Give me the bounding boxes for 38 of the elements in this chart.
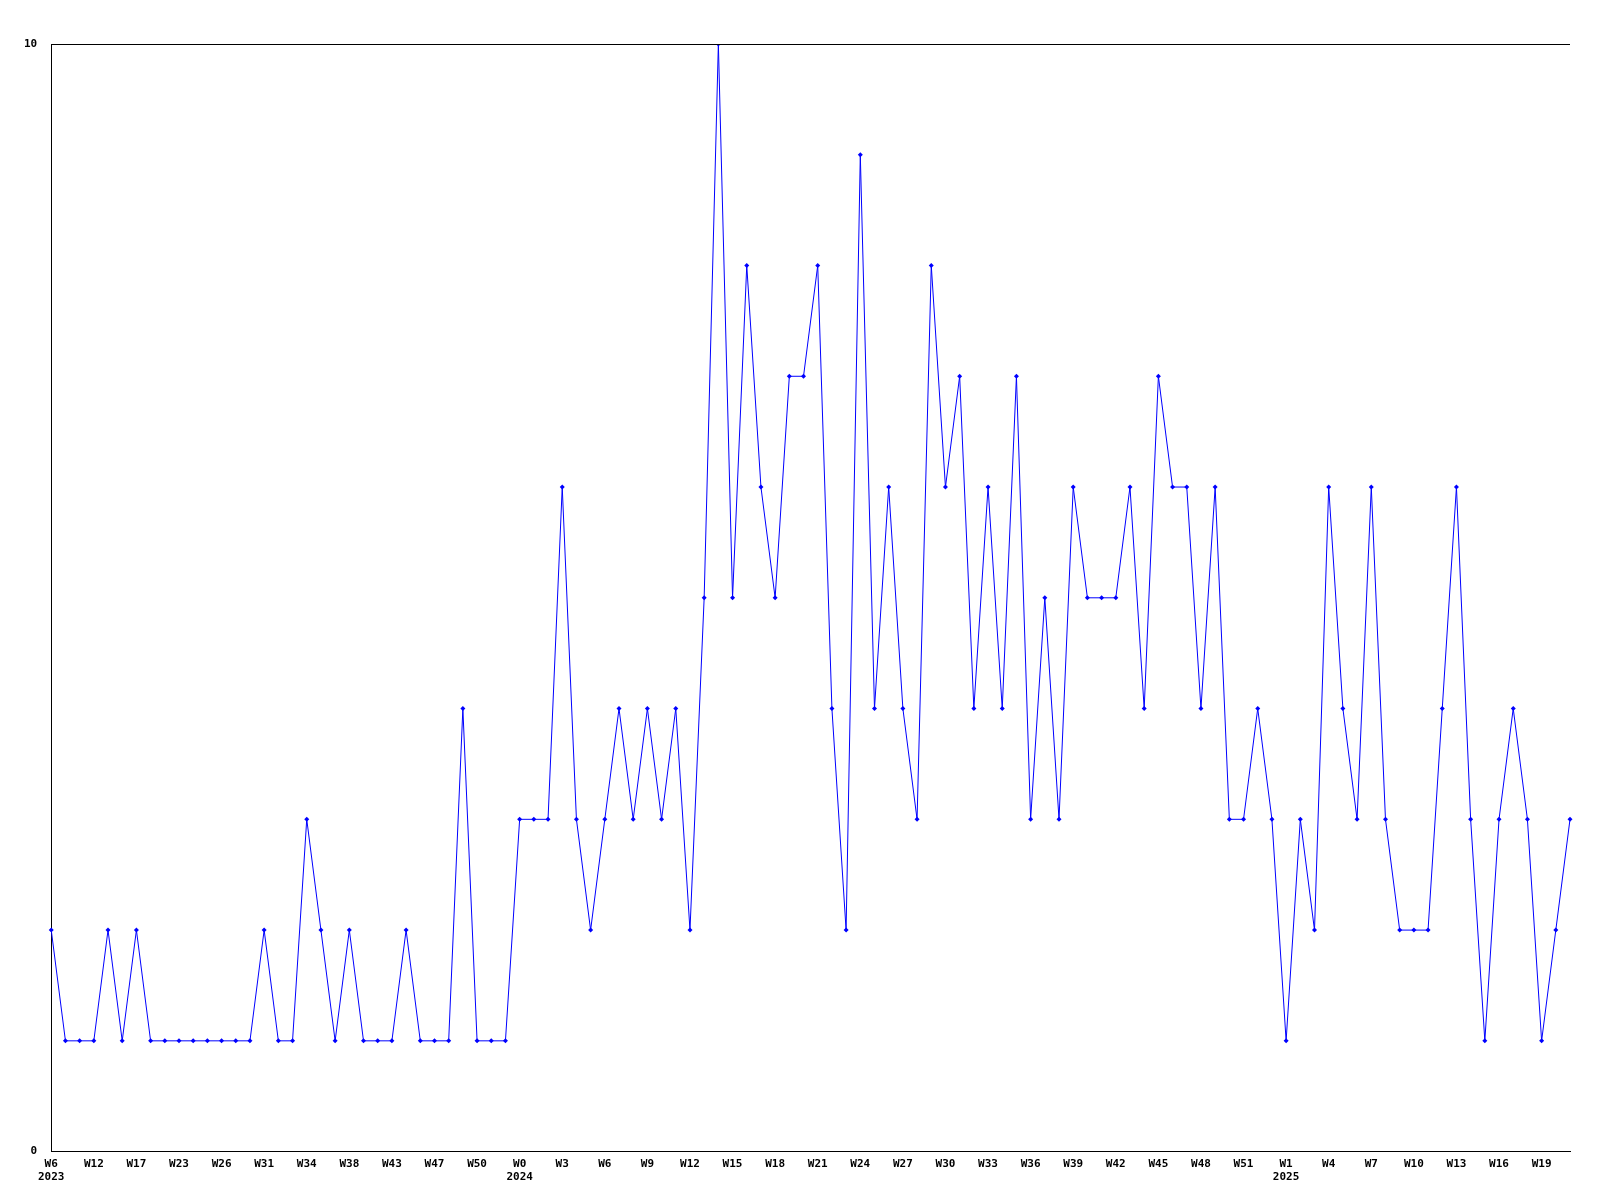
x-tick-label: W6 [598, 1157, 612, 1171]
x-tick-label: W4 [1322, 1157, 1336, 1171]
y-tick-label: 10 [24, 36, 38, 50]
x-tick-label: W33 [978, 1157, 998, 1171]
x-tick-label: W9 [640, 1157, 655, 1171]
x-tick-label: W19 [1531, 1157, 1552, 1171]
x-tick-label: W47 [424, 1157, 445, 1171]
x-tick-label: W42 [1105, 1157, 1126, 1171]
x-tick-label: W27 [892, 1157, 913, 1171]
x-tick-label: W6 2023 [38, 1157, 65, 1184]
x-tick-label: W36 [1020, 1157, 1041, 1171]
x-tick-label: W23 [169, 1157, 189, 1171]
x-tick-label: W17 [126, 1157, 147, 1171]
x-tick-label: W16 [1489, 1157, 1510, 1171]
x-tick-label: W1 2025 [1272, 1157, 1300, 1184]
x-tick-label: W26 [211, 1157, 232, 1171]
x-tick-label: W13 [1446, 1157, 1467, 1171]
x-tick-label: W51 [1233, 1157, 1254, 1171]
x-tick-label: W38 [339, 1157, 360, 1171]
x-tick-label: W10 [1403, 1157, 1424, 1171]
x-tick-label: W45 [1148, 1157, 1169, 1171]
x-tick-label: W18 [765, 1157, 786, 1171]
x-tick-label: W12 [83, 1157, 104, 1171]
x-tick-label: W0 2024 [506, 1157, 534, 1184]
x-tick-label: W43 [381, 1157, 402, 1171]
x-tick-label: W34 [296, 1157, 318, 1171]
x-tick-label: W12 [680, 1157, 700, 1171]
x-tick-label: W3 [555, 1157, 569, 1171]
x-tick-label: W15 [722, 1157, 743, 1171]
x-tick-label: W50 [467, 1157, 487, 1171]
x-tick-label: W21 [807, 1157, 829, 1171]
y-tick-label: 0 [30, 1144, 38, 1158]
x-tick-label: W30 [935, 1157, 956, 1171]
x-tick-label: W39 [1063, 1157, 1084, 1171]
x-tick-label: W24 [850, 1157, 871, 1171]
x-tick-label: W7 [1364, 1157, 1378, 1171]
x-tick-label: W48 [1191, 1157, 1211, 1171]
x-tick-label: W31 [254, 1157, 275, 1171]
